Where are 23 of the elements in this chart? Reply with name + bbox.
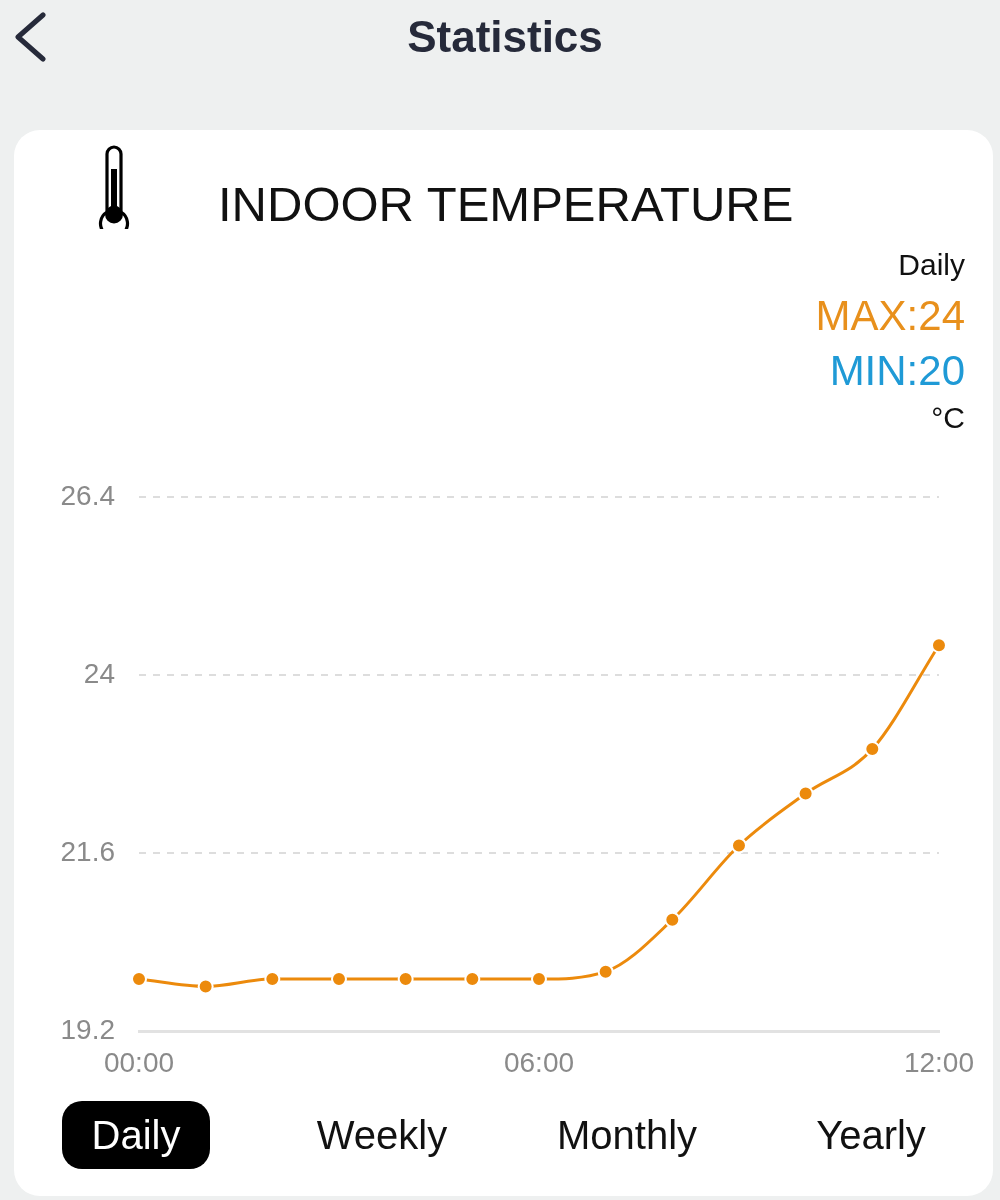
text: Daily — [898, 247, 965, 283]
text: Yearly — [815, 1112, 927, 1159]
point — [664, 911, 681, 928]
y-tick-label: 26.4 — [60, 479, 115, 511]
text: °C — [931, 400, 965, 436]
point — [597, 963, 614, 980]
x-tick-label: 00:00 — [103, 1046, 175, 1078]
text: Daily — [90, 1112, 182, 1159]
text: Weekly — [315, 1112, 449, 1159]
text: Monthly — [555, 1112, 699, 1159]
x-tick-label: 12:00 — [903, 1046, 974, 1078]
text: MIN:20 — [829, 345, 965, 396]
point — [730, 837, 747, 854]
y-tick-label: 24 — [83, 657, 115, 689]
chart-title: INDOOR TEMPERATURE — [218, 176, 794, 232]
x-tick-label: 06:00 — [503, 1046, 575, 1078]
y-tick-label: 19.2 — [60, 1013, 115, 1045]
point — [197, 978, 214, 995]
text: Statistics — [406, 12, 604, 62]
point — [864, 741, 881, 758]
y-tick-label: 21.6 — [60, 835, 115, 867]
text: MAX:24 — [815, 290, 965, 341]
point — [797, 785, 814, 802]
